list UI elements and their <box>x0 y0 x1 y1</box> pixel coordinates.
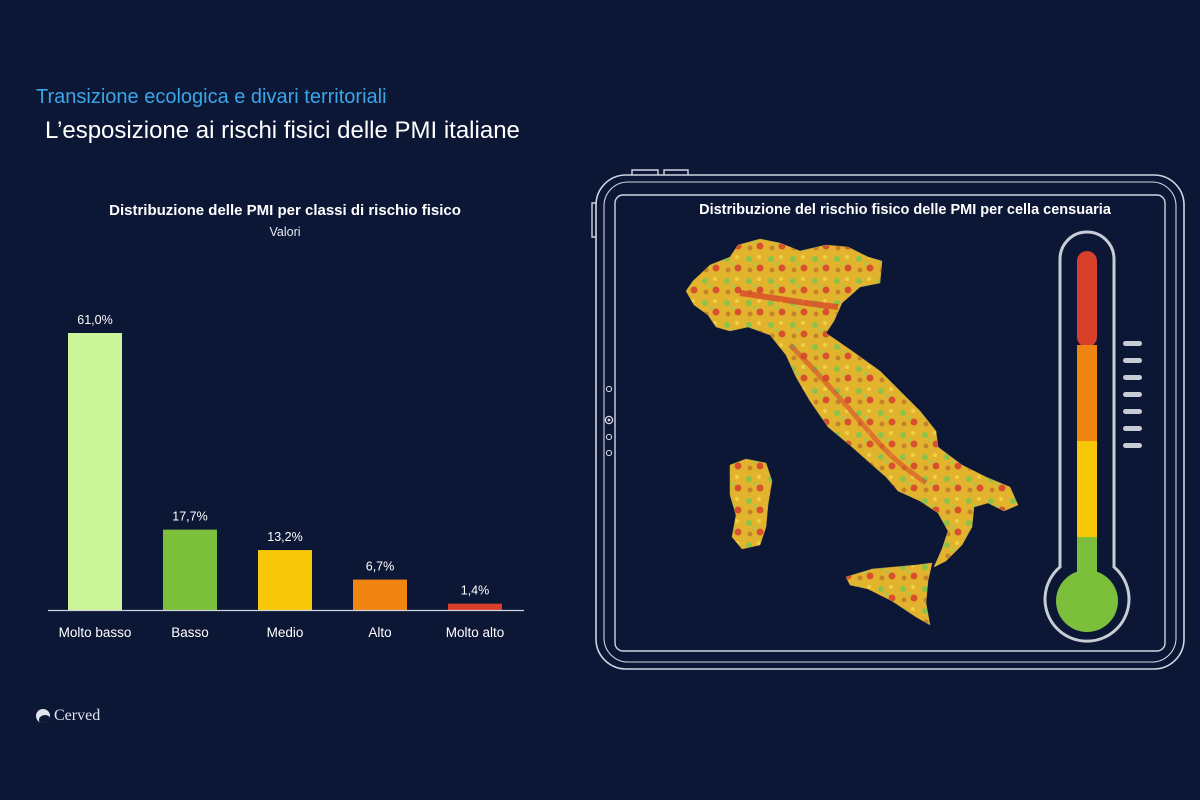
thermometer-segment-green <box>1077 537 1097 587</box>
thermometer-bulb <box>1056 570 1118 632</box>
category-label: Alto <box>368 625 391 640</box>
tablet-sensor-dot <box>605 385 613 393</box>
bar-1 <box>163 529 217 610</box>
bar-0 <box>68 333 122 610</box>
bar-value-label: 61,0% <box>77 313 112 327</box>
category-label: Basso <box>171 625 209 640</box>
bar-chart: 61,0% Molto basso 17,7% Basso 13,2% Medio 6,7%… <box>48 313 524 640</box>
page-title: L’esposizione ai rischi fisici delle PMI… <box>45 117 520 144</box>
chart-title: Distribuzione delle PMI per classi di ri… <box>109 202 461 219</box>
tablet-outer-edge <box>595 174 1185 670</box>
scale-tick <box>1123 341 1142 346</box>
bar-value-label: 6,7% <box>366 560 395 574</box>
po-valley <box>739 290 839 310</box>
thermometer <box>1043 230 1142 643</box>
map-title: Distribuzione del rischio fisico delle P… <box>699 202 1111 218</box>
tablet-top-button <box>631 169 689 175</box>
thermometer-segment-red <box>1077 251 1097 347</box>
thermometer-scale <box>1123 341 1142 448</box>
bar-value-label: 13,2% <box>267 530 302 544</box>
bar-3 <box>353 579 407 610</box>
scale-tick <box>1123 358 1142 363</box>
thermometer-segment-orange <box>1077 345 1097 441</box>
tablet-inner-edge <box>603 181 1177 663</box>
scale-tick <box>1123 375 1142 380</box>
category-label: Molto basso <box>59 625 132 640</box>
bar-value-label: 1,4% <box>461 584 490 598</box>
tablet-sensor-dot <box>605 449 613 457</box>
chart-subtitle: Valori <box>269 225 301 239</box>
italy-map <box>685 238 1019 626</box>
scale-tick <box>1123 392 1142 397</box>
cerved-logo-text: Cerved <box>54 707 101 724</box>
tablet-camera-dot <box>604 415 614 425</box>
bar-4 <box>448 603 502 610</box>
tablet-sensor-dot <box>607 418 611 422</box>
cerved-logo: Cerved <box>36 707 100 725</box>
thermometer-outline <box>1043 230 1131 643</box>
bar-value-label: 17,7% <box>172 510 207 524</box>
tablet-side-button <box>591 202 596 238</box>
bar-2 <box>258 550 312 610</box>
thermometer-segment-yellow <box>1077 441 1097 537</box>
cerved-logo-icon <box>36 709 50 723</box>
supertitle: Transizione ecologica e divari territori… <box>36 86 387 108</box>
category-label: Medio <box>267 625 304 640</box>
sicily <box>845 562 933 626</box>
tablet-frame <box>591 169 1185 670</box>
sardinia <box>729 458 773 550</box>
italy-mainland <box>685 238 1019 568</box>
category-label: Molto alto <box>446 625 505 640</box>
apennines-band <box>788 343 928 486</box>
scale-tick <box>1123 443 1142 448</box>
scale-tick <box>1123 409 1142 414</box>
scale-tick <box>1123 426 1142 431</box>
tablet-sensor-dot <box>605 433 613 441</box>
